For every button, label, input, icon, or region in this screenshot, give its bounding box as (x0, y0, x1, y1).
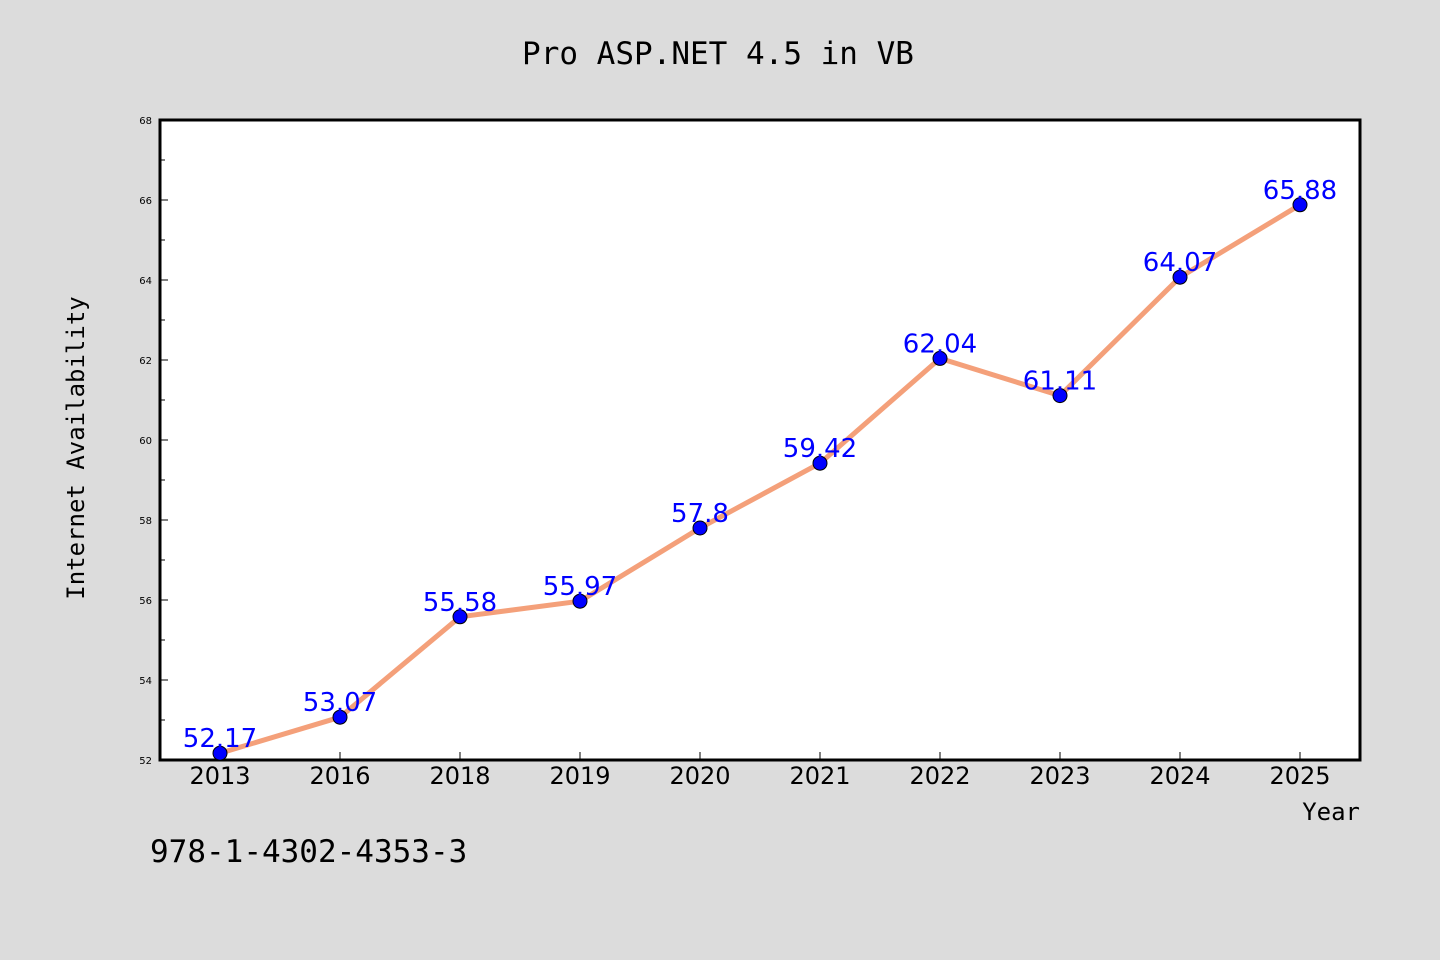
data-point (332, 709, 348, 725)
x-axis-ticks: 2013 2016 2018 2019 2020 2021 2022 2023 2024 2025 (189, 752, 1331, 790)
y-tick-label: 54 (139, 676, 152, 687)
x-tick-label: 2013 (189, 762, 250, 790)
data-point (452, 609, 468, 625)
data-label: 65.88 (1263, 176, 1337, 206)
isbn-code: 978-1-4302-4353-3 (150, 834, 468, 870)
data-point (692, 520, 708, 536)
series-layer: 52.17 53.07 55.58 55.97 57.8 59.42 62.04 61.11 6… (183, 176, 1337, 761)
plot-frame (158, 118, 1362, 762)
data-label: 55.58 (423, 588, 497, 618)
data-point (572, 593, 588, 609)
x-tick-label: 2024 (1149, 762, 1210, 790)
x-tick-label: 2023 (1029, 762, 1090, 790)
data-point (1052, 388, 1068, 404)
data-label: 53.07 (303, 688, 377, 718)
x-tick-label: 2018 (429, 762, 490, 790)
data-point (212, 745, 228, 761)
x-tick-label: 2021 (789, 762, 850, 790)
data-point (1172, 269, 1188, 285)
data-point (812, 455, 828, 471)
y-tick-label: 68 (139, 116, 152, 127)
y-axis-label: Internet Availability (62, 296, 90, 599)
x-tick-label: 2020 (669, 762, 730, 790)
y-tick-label: 60 (139, 436, 152, 447)
data-point (932, 350, 948, 366)
x-axis-label: Year (1302, 798, 1360, 826)
data-point (1292, 197, 1308, 213)
y-tick-label: 52 (139, 756, 152, 767)
y-axis-ticks: 52 54 56 58 60 62 64 66 68 (139, 116, 168, 767)
data-label: 52.17 (183, 724, 257, 754)
plot-area (160, 120, 1360, 760)
data-label: 61.11 (1023, 367, 1097, 397)
data-label: 62.04 (903, 329, 977, 359)
x-tick-label: 2016 (309, 762, 370, 790)
data-label: 57.8 (671, 499, 729, 529)
series-line (217, 202, 1303, 756)
data-label: 64.07 (1143, 248, 1217, 278)
y-tick-label: 58 (139, 516, 152, 527)
y-tick-label: 62 (139, 356, 152, 367)
y-tick-label: 64 (139, 276, 152, 287)
x-tick-label: 2022 (909, 762, 970, 790)
y-tick-label: 56 (139, 596, 152, 607)
y-tick-label: 66 (139, 196, 152, 207)
data-label: 59.42 (783, 434, 857, 464)
x-tick-label: 2025 (1269, 762, 1330, 790)
chart-title: Pro ASP.NET 4.5 in VB (522, 36, 914, 72)
x-tick-label: 2019 (549, 762, 610, 790)
data-label: 55.97 (543, 572, 617, 602)
